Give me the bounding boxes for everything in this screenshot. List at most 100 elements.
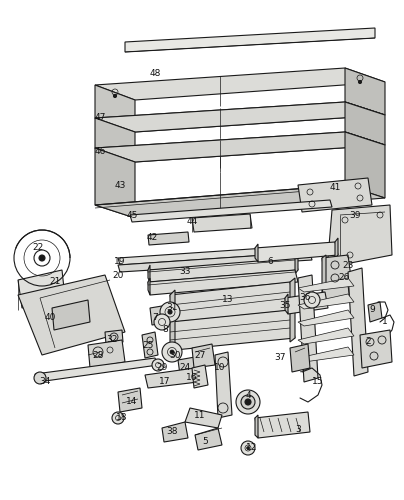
Polygon shape <box>195 428 222 450</box>
Polygon shape <box>150 305 170 325</box>
Polygon shape <box>35 358 158 382</box>
Text: 38: 38 <box>166 428 178 436</box>
Circle shape <box>34 372 46 384</box>
Circle shape <box>39 255 45 261</box>
Text: 4: 4 <box>245 390 251 400</box>
Text: 24: 24 <box>179 364 191 372</box>
Circle shape <box>162 342 182 362</box>
Polygon shape <box>368 302 382 322</box>
Text: 44: 44 <box>186 218 198 226</box>
Polygon shape <box>95 68 385 100</box>
Text: 40: 40 <box>44 314 56 322</box>
Text: 30: 30 <box>169 350 181 360</box>
Text: 10: 10 <box>214 364 226 372</box>
Polygon shape <box>95 185 385 218</box>
Polygon shape <box>18 270 65 308</box>
Text: 16: 16 <box>186 374 198 382</box>
Polygon shape <box>285 292 328 314</box>
Polygon shape <box>322 255 326 292</box>
Text: 11: 11 <box>194 410 206 420</box>
Text: 46: 46 <box>94 148 106 156</box>
Text: 42: 42 <box>146 234 158 242</box>
Polygon shape <box>170 282 295 322</box>
Polygon shape <box>142 332 158 358</box>
Polygon shape <box>130 200 332 222</box>
Circle shape <box>247 447 249 449</box>
Polygon shape <box>298 294 354 309</box>
Polygon shape <box>105 330 123 344</box>
Text: 41: 41 <box>329 184 341 192</box>
Circle shape <box>170 350 174 354</box>
Polygon shape <box>145 368 198 388</box>
Polygon shape <box>148 265 150 282</box>
Polygon shape <box>148 232 189 245</box>
Text: 26: 26 <box>338 274 350 282</box>
Polygon shape <box>298 178 372 212</box>
Polygon shape <box>255 412 310 438</box>
Text: 3: 3 <box>295 426 301 434</box>
Polygon shape <box>290 344 310 372</box>
Polygon shape <box>118 388 142 412</box>
Polygon shape <box>192 344 215 368</box>
Text: 28: 28 <box>92 350 104 360</box>
Polygon shape <box>298 347 354 362</box>
Text: 39: 39 <box>349 210 361 220</box>
Polygon shape <box>185 408 222 428</box>
Text: 32: 32 <box>106 336 118 344</box>
Polygon shape <box>95 102 385 132</box>
Polygon shape <box>255 244 258 262</box>
Text: 13: 13 <box>222 296 234 304</box>
Text: 14: 14 <box>126 398 138 406</box>
Polygon shape <box>192 365 208 388</box>
Text: 22: 22 <box>32 244 44 252</box>
Text: 2: 2 <box>365 338 371 346</box>
Polygon shape <box>298 278 354 292</box>
Text: 43: 43 <box>114 180 126 190</box>
Text: 31: 31 <box>166 304 178 312</box>
Text: 34: 34 <box>39 378 50 386</box>
Text: 35: 35 <box>279 300 291 310</box>
Text: 7: 7 <box>152 314 158 322</box>
Text: 20: 20 <box>112 270 124 280</box>
Polygon shape <box>170 290 175 322</box>
Circle shape <box>241 441 255 455</box>
Text: 27: 27 <box>194 350 206 360</box>
Polygon shape <box>345 68 385 115</box>
Polygon shape <box>95 132 385 162</box>
Circle shape <box>304 292 320 308</box>
Polygon shape <box>95 102 385 132</box>
Polygon shape <box>88 340 125 368</box>
Polygon shape <box>255 242 338 262</box>
Text: 47: 47 <box>94 114 106 122</box>
Circle shape <box>236 390 260 414</box>
Polygon shape <box>345 132 385 198</box>
Polygon shape <box>222 288 238 308</box>
Polygon shape <box>298 275 318 382</box>
Polygon shape <box>290 305 295 342</box>
Polygon shape <box>295 254 298 274</box>
Text: 21: 21 <box>49 278 61 286</box>
Text: 45: 45 <box>126 210 138 220</box>
Text: 1: 1 <box>382 318 388 326</box>
Text: 6: 6 <box>267 258 273 266</box>
Text: 23: 23 <box>342 260 354 270</box>
Text: 5: 5 <box>202 438 208 446</box>
Polygon shape <box>95 148 135 218</box>
Circle shape <box>114 94 116 98</box>
Polygon shape <box>95 85 135 132</box>
Circle shape <box>154 314 170 330</box>
Polygon shape <box>290 278 295 314</box>
Polygon shape <box>162 422 188 442</box>
Text: 36: 36 <box>299 294 311 302</box>
Polygon shape <box>52 300 90 330</box>
Polygon shape <box>345 102 385 145</box>
Circle shape <box>168 310 172 314</box>
Polygon shape <box>148 270 298 295</box>
Polygon shape <box>335 238 338 258</box>
Circle shape <box>112 412 124 424</box>
Text: 9: 9 <box>369 306 375 314</box>
Circle shape <box>152 359 164 371</box>
Text: 33: 33 <box>179 268 191 276</box>
Polygon shape <box>192 214 252 232</box>
Text: 19: 19 <box>114 258 126 266</box>
